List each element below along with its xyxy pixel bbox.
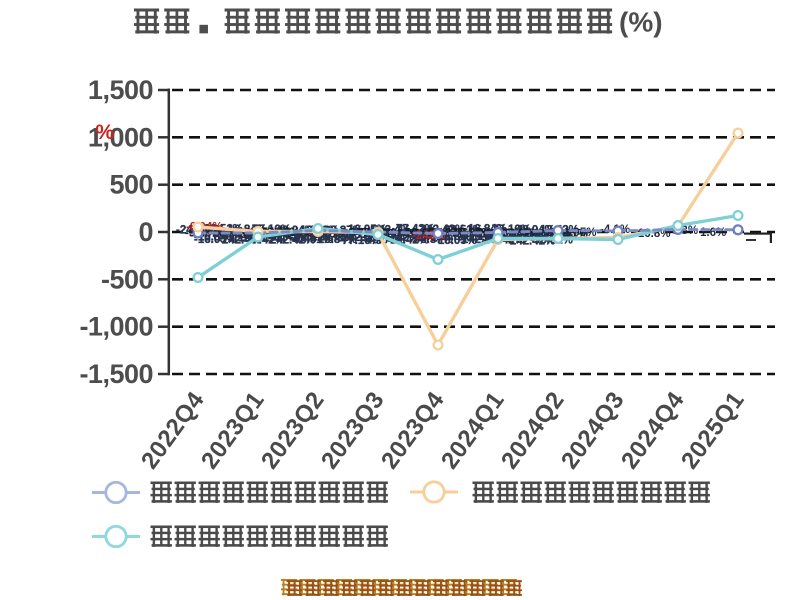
svg-text:-16.05%: -16.05% (434, 235, 477, 247)
svg-text:-500: -500 (101, 264, 153, 294)
svg-text:(%): (%) (619, 7, 663, 38)
svg-text:1,500: 1,500 (88, 75, 153, 105)
svg-text:-98.51%: -98.51% (290, 234, 333, 246)
svg-text:1,000: 1,000 (88, 122, 153, 152)
svg-text:-16.05%: -16.05% (449, 227, 492, 239)
svg-text:%: % (95, 121, 114, 144)
svg-text:-12.42%: -12.42% (401, 228, 444, 240)
svg-text:500: 500 (109, 170, 153, 200)
svg-text:-16.84%: -16.84% (314, 234, 357, 246)
svg-text:-1,500: -1,500 (79, 359, 153, 389)
svg-text:-16.84%: -16.84% (194, 232, 237, 244)
svg-text:-242.42%: -242.42% (386, 232, 435, 244)
svg-text:0: 0 (138, 217, 153, 247)
svg-text:-16.05%: -16.05% (194, 234, 237, 246)
svg-text:-1,000: -1,000 (79, 312, 153, 342)
svg-text:-242.42%: -242.42% (266, 234, 315, 246)
svg-text:-77.16%: -77.16% (338, 235, 381, 247)
svg-text:2025Q1: 2025Q1 (676, 387, 750, 474)
svg-text:-16.05%: -16.05% (314, 232, 357, 244)
